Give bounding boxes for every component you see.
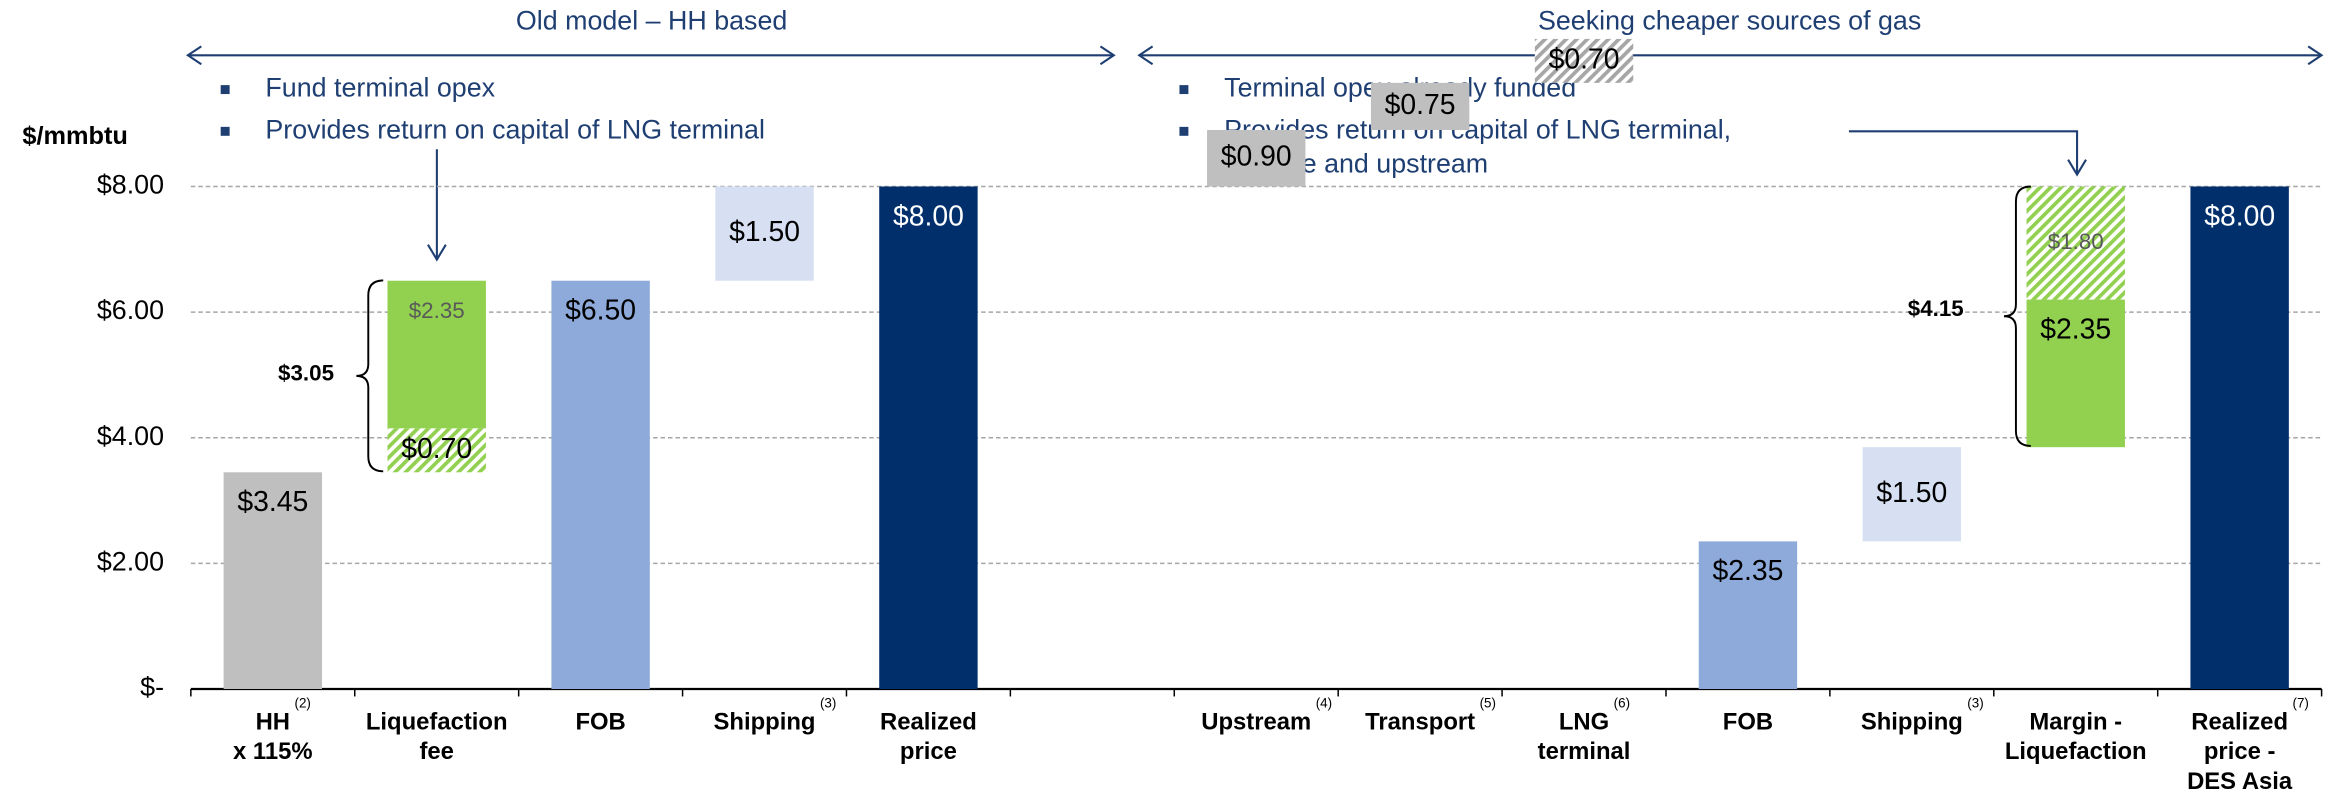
footnote-ref: (2)	[295, 695, 311, 710]
x-tick-label-line: Shipping	[1861, 709, 1963, 736]
x-tick-label-line: price	[900, 738, 957, 765]
value-label: $6.50	[565, 295, 636, 327]
x-tick-label-line: FOB	[1723, 709, 1773, 736]
bar-segment	[2026, 299, 2125, 448]
value-label: $8.00	[893, 200, 964, 232]
x-tick-label-line: FOB	[575, 709, 625, 736]
bar-segment	[2026, 186, 2125, 300]
left-header: Old model – HH based	[516, 6, 787, 36]
bar-segment	[1534, 38, 1634, 83]
x-tick-label: Realized price	[880, 709, 977, 766]
value-label: $8.00	[2204, 200, 2275, 232]
x-tick-label: Shipping	[1861, 709, 1963, 736]
bar-segment	[387, 280, 486, 429]
x-tick-label: LNG terminal	[1538, 709, 1631, 766]
brace-label: $3.05	[278, 360, 334, 385]
x-tick-label-line: price -	[2204, 738, 2276, 765]
callout-arrows	[427, 130, 2087, 262]
footnote-ref: (3)	[820, 695, 836, 710]
footnote-ref: (5)	[1480, 695, 1496, 710]
x-tick-label: Margin -Liquefaction	[2005, 709, 2147, 766]
value-label: $1.50	[1876, 477, 1947, 509]
header-arrows	[185, 45, 2324, 66]
bullet-marker	[220, 85, 230, 95]
footnote-ref: (6)	[1614, 695, 1630, 710]
brace	[2003, 185, 2031, 447]
x-tick-label-line: Shipping	[714, 709, 816, 736]
value-label: $1.50	[729, 216, 800, 248]
bullet-marker	[1179, 85, 1189, 95]
bar-segment	[2190, 186, 2289, 689]
x-tick-label-line: terminal	[1538, 738, 1631, 765]
value-label: $2.35	[409, 298, 465, 323]
x-tick-label-line: x 115%	[233, 738, 313, 765]
x-tick-label: Transport	[1365, 709, 1475, 736]
y-axis-label: $/mmbtu	[22, 122, 128, 150]
value-label: $2.35	[1712, 555, 1783, 587]
bar-segment	[879, 186, 978, 689]
bar-segment	[1862, 447, 1962, 542]
bar-segment	[1370, 82, 1470, 130]
value-label: $2.35	[2040, 313, 2111, 345]
bar-segment	[1698, 541, 1798, 689]
y-tick-label: $2.00	[97, 546, 164, 576]
x-tick-label: FOB	[1723, 709, 1773, 736]
value-label: $1.80	[2048, 229, 2104, 254]
value-label: $0.75	[1385, 89, 1456, 121]
x-tick-label: Realized price - DES Asia	[2187, 709, 2293, 792]
value-label: $0.70	[401, 433, 472, 465]
footnote-ref: (4)	[1316, 695, 1332, 710]
bar-segment	[715, 186, 814, 281]
bullet-text: Provides return on capital of LNG termin…	[1224, 114, 1731, 144]
bar-segment	[387, 428, 486, 473]
x-tick-label: Liquefaction fee	[366, 709, 508, 766]
x-tick-label-line: Liquefaction	[2005, 738, 2147, 765]
x-tick-label: Shipping	[714, 709, 816, 736]
bar-segment	[1207, 129, 1306, 187]
footnote-ref: (3)	[1967, 695, 1983, 710]
x-tick-label: FOB	[575, 709, 625, 736]
footnote-ref: (7)	[2292, 695, 2308, 710]
x-tick-label-line: Liquefaction	[366, 709, 508, 736]
bullet-text: Fund terminal opex	[265, 73, 495, 103]
y-tick-label: $4.00	[97, 421, 164, 451]
x-tick-label-line: Transport	[1365, 709, 1475, 736]
x-tick-label: Upstream	[1201, 709, 1311, 736]
y-tick-label: $6.00	[97, 295, 164, 325]
x-tick-label-line: fee	[419, 738, 453, 765]
right-header: Seeking cheaper sources of gas	[1538, 6, 1921, 36]
y-tick-label: $-	[140, 672, 164, 702]
x-tick-label-line: DES Asia	[2187, 768, 2293, 792]
x-tick-label: HH x 115%	[233, 709, 313, 766]
y-tick-label: $8.00	[97, 170, 164, 200]
bullet-text: Provides return on capital of LNG termin…	[265, 114, 765, 144]
brace	[356, 279, 384, 473]
x-tick-label-line: Realized	[2191, 709, 2288, 736]
value-label: $0.70	[1549, 43, 1620, 75]
brace-label: $4.15	[1908, 296, 1964, 321]
bar-segment	[551, 280, 650, 689]
x-tick-label-line: Realized	[880, 709, 977, 736]
value-label: $3.45	[237, 486, 308, 518]
bullet-marker	[220, 126, 230, 136]
bullet-marker	[1179, 126, 1189, 136]
x-tick-label-line: HH	[256, 709, 290, 736]
value-label: $0.90	[1221, 141, 1292, 173]
x-tick-label-line: LNG	[1559, 709, 1609, 736]
x-tick-label-line: Margin -	[2029, 709, 2122, 736]
x-tick-label-line: Upstream	[1201, 709, 1311, 736]
bar-segment	[223, 472, 323, 689]
